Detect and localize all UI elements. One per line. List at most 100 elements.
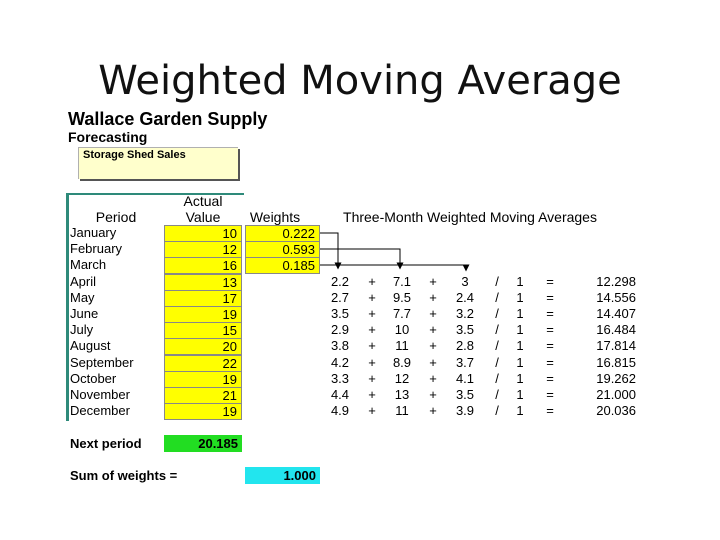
- wma-result: 19.262: [596, 370, 636, 386]
- period-frame-left: [66, 193, 69, 421]
- term-3: 4.1: [455, 370, 475, 386]
- plus-2: +: [429, 387, 437, 402]
- wma-result: 17.814: [596, 338, 636, 354]
- divide: /: [495, 322, 499, 338]
- period-label: October: [70, 370, 117, 386]
- period-label: May: [70, 289, 95, 305]
- term-3: 3.5: [455, 322, 475, 338]
- plus-2: +: [429, 273, 437, 289]
- divide: /: [495, 289, 499, 305]
- actual-value-cell[interactable]: 19: [164, 403, 242, 421]
- arrow-weight-3: [320, 264, 470, 272]
- wma-result: 12.298: [596, 273, 636, 289]
- divisor: 1: [516, 338, 524, 354]
- period-label: December: [70, 403, 130, 419]
- term-3: 3.5: [455, 387, 475, 402]
- term-1: 4.4: [330, 387, 350, 402]
- equals: =: [546, 289, 554, 305]
- divisor: 1: [516, 273, 524, 289]
- sum-weights-label: Sum of weights =: [70, 468, 178, 483]
- period-label: January: [70, 225, 117, 240]
- period-label: April: [70, 273, 97, 289]
- divisor: 1: [516, 289, 524, 305]
- period-label: November: [70, 387, 130, 402]
- plus-2: +: [429, 338, 437, 354]
- actual-value-cell[interactable]: 13: [164, 273, 242, 291]
- arrow-weight-2: [320, 248, 404, 270]
- plus-2: +: [429, 354, 437, 370]
- plus-1: +: [368, 370, 376, 386]
- wma-result: 21.000: [596, 387, 636, 402]
- equals: =: [546, 273, 554, 289]
- term-1: 3.3: [330, 370, 350, 386]
- wma-result: 16.484: [596, 322, 636, 338]
- divide: /: [495, 338, 499, 354]
- actual-header-line2: Value: [185, 209, 221, 225]
- product-note-box: Storage Shed Sales: [78, 147, 238, 179]
- weight-cell[interactable]: 0.593: [245, 241, 320, 259]
- plus-1: +: [368, 306, 376, 321]
- equals: =: [546, 306, 554, 321]
- period-label: February: [70, 241, 123, 257]
- plus-1: +: [368, 338, 376, 354]
- term-2: 7.7: [392, 306, 412, 321]
- term-1: 3.5: [330, 306, 350, 321]
- plus-2: +: [429, 403, 437, 419]
- actual-value-cell[interactable]: 21: [164, 387, 242, 404]
- plus-1: +: [368, 322, 376, 338]
- wma-result: 14.556: [596, 289, 636, 305]
- divide: /: [495, 306, 499, 321]
- term-1: 2.9: [330, 322, 350, 338]
- sheet-subtitle: Forecasting: [68, 129, 148, 145]
- term-3: 3.9: [455, 403, 475, 419]
- plus-1: +: [368, 354, 376, 370]
- term-3: 3.7: [455, 354, 475, 370]
- plus-1: +: [368, 403, 376, 419]
- company-name: Wallace Garden Supply: [68, 109, 268, 129]
- divide: /: [495, 273, 499, 289]
- period-label: September: [70, 354, 134, 370]
- weight-cell[interactable]: 0.185: [245, 257, 320, 275]
- divide: /: [495, 370, 499, 386]
- term-2: 7.1: [392, 273, 412, 289]
- divisor: 1: [516, 322, 524, 338]
- divide: /: [495, 403, 499, 419]
- slide-title: Weighted Moving Average: [98, 58, 622, 104]
- divide: /: [495, 387, 499, 402]
- term-3: 3.2: [455, 306, 475, 321]
- equals: =: [546, 322, 554, 338]
- term-1: 4.2: [330, 354, 350, 370]
- actual-value-cell[interactable]: 12: [164, 241, 242, 259]
- period-label: March: [70, 257, 107, 273]
- wma-result: 14.407: [596, 306, 636, 321]
- term-1: 2.2: [330, 273, 350, 289]
- term-2: 11: [395, 338, 409, 354]
- plus-2: +: [429, 289, 437, 305]
- next-period-value: 20.185: [164, 435, 242, 452]
- term-2: 9.5: [392, 289, 412, 305]
- wma-header: Three-Month Weighted Moving Averages: [343, 209, 597, 225]
- divisor: 1: [516, 354, 524, 370]
- divisor: 1: [516, 387, 524, 402]
- divisor: 1: [516, 306, 524, 321]
- equals: =: [546, 354, 554, 370]
- divisor: 1: [516, 403, 524, 419]
- divide: /: [495, 354, 499, 370]
- period-label: August: [70, 338, 111, 354]
- term-1: 2.7: [330, 289, 350, 305]
- term-2: 10: [394, 322, 410, 338]
- wma-result: 20.036: [596, 403, 636, 419]
- plus-1: +: [368, 273, 376, 289]
- wma-result: 16.815: [596, 354, 636, 370]
- equals: =: [546, 387, 554, 402]
- period-label: July: [70, 322, 94, 338]
- plus-2: +: [429, 322, 437, 338]
- period-label: June: [70, 306, 99, 321]
- weights-header: Weights: [249, 209, 301, 225]
- divisor: 1: [516, 370, 524, 386]
- period-header: Period: [95, 209, 137, 225]
- equals: =: [546, 370, 554, 386]
- plus-1: +: [368, 387, 376, 402]
- plus-2: +: [429, 306, 437, 321]
